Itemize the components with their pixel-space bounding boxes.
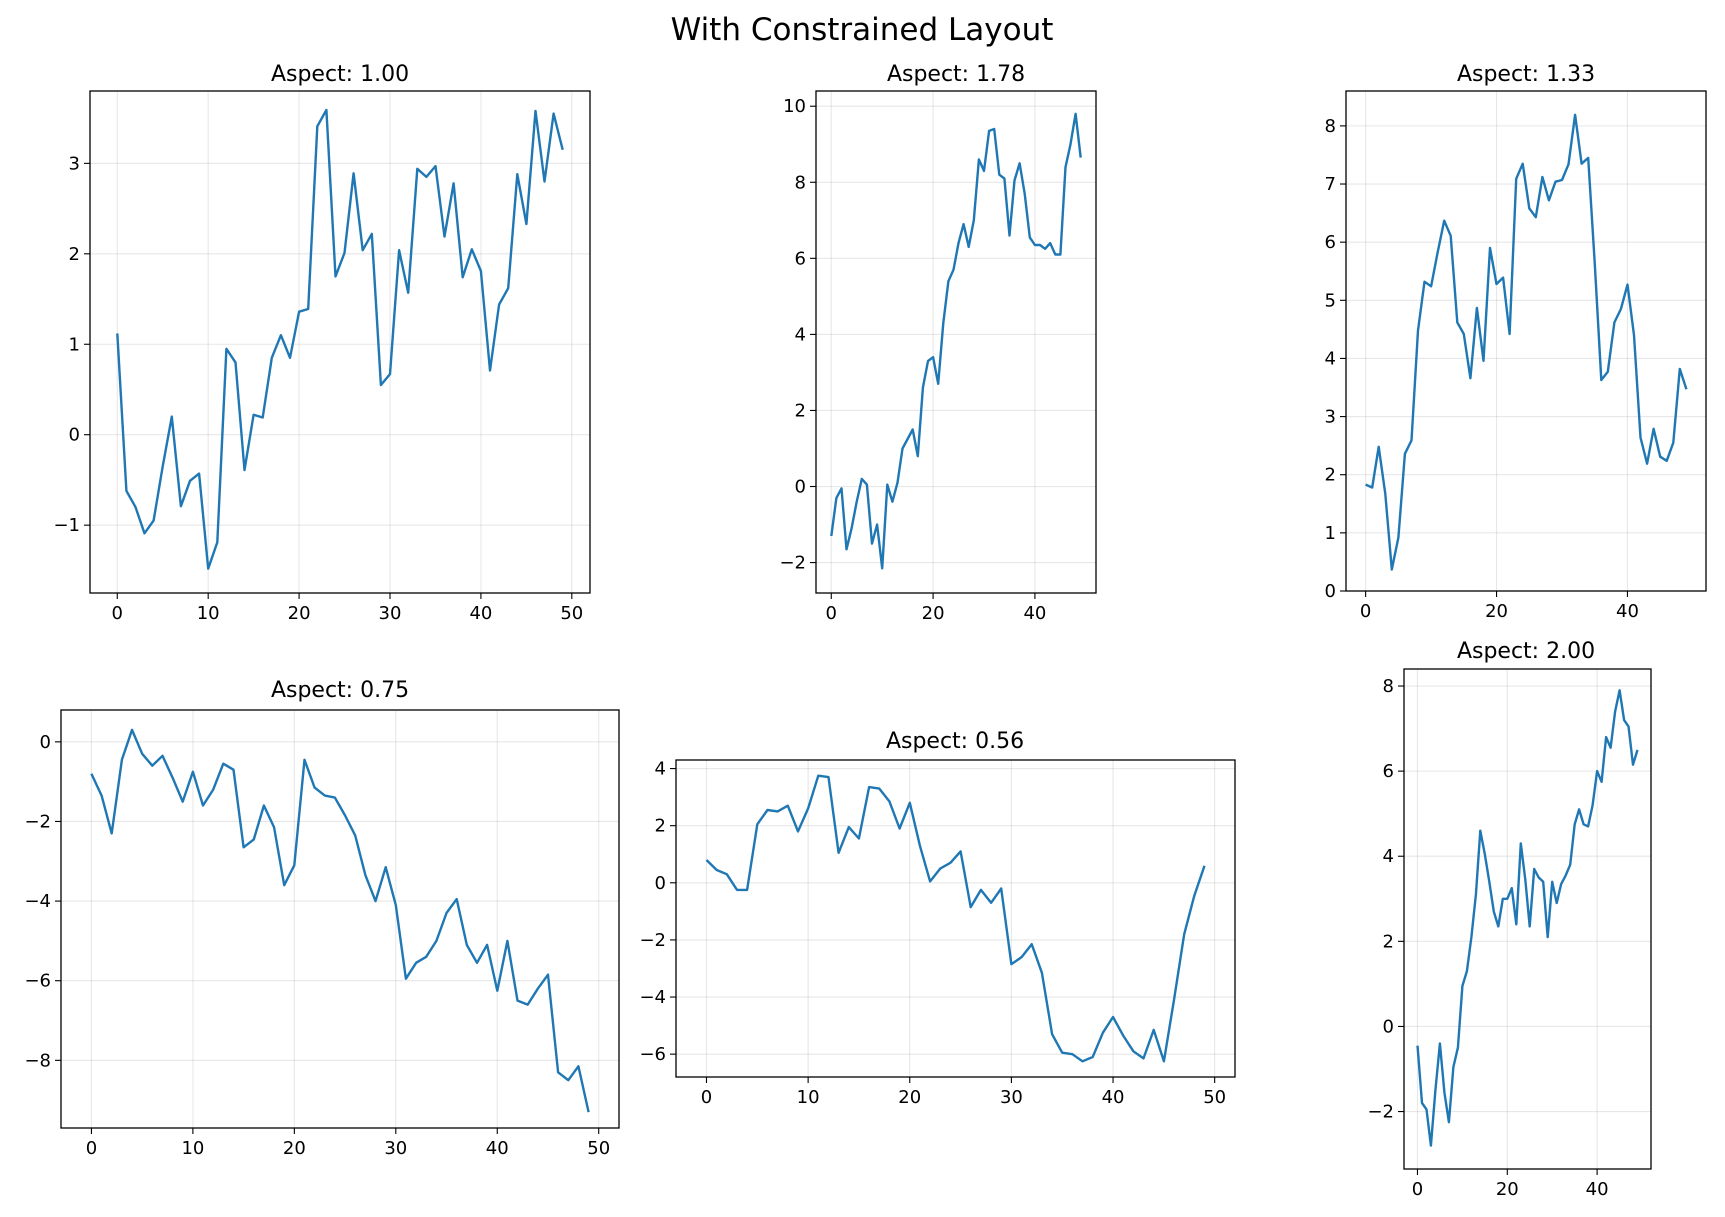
subplot-2-ytick-label-3: 4	[795, 324, 806, 345]
subplot-3-xtick-label-0: 0	[1360, 601, 1371, 622]
subplot-3-ytick-label-4: 4	[1325, 348, 1336, 369]
figure-title: With Constrained Layout	[671, 12, 1054, 48]
subplot-1-ytick-label-1: 0	[69, 425, 80, 446]
subplot-1-xtick-label-1: 10	[197, 603, 220, 624]
subplot-5-xtick-label-0: 0	[701, 1087, 712, 1108]
subplot-3-xtick-label-1: 20	[1485, 601, 1508, 622]
subplot-3-ytick-label-3: 3	[1325, 407, 1336, 428]
subplot-1-axes-frame	[89, 90, 591, 594]
subplot-5-ytick-label-3: 0	[655, 873, 666, 894]
subplot-1-ytick-label-4: 3	[69, 153, 80, 174]
subplot-6-title: Aspect: 2.00	[1457, 639, 1595, 664]
subplot-4-ytick-label-1: −6	[24, 971, 51, 992]
subplot-4-xtick-label-0: 0	[86, 1138, 97, 1159]
subplot-4-xtick-label-4: 40	[486, 1138, 509, 1159]
subplot-4-xtick-label-3: 30	[384, 1138, 407, 1159]
subplot-1-title: Aspect: 1.00	[271, 62, 409, 87]
subplot-5-ytick-label-4: 2	[655, 816, 666, 837]
subplot-1-xtick-label-4: 40	[469, 603, 492, 624]
subplot-1-ytick-label-3: 2	[69, 244, 80, 265]
subplot-2-xtick-label-0: 0	[826, 603, 837, 624]
subplot-5-xtick-label-3: 30	[1000, 1087, 1023, 1108]
subplot-6-ytick-label-4: 6	[1383, 761, 1394, 782]
subplot-2-ytick-label-6: 10	[783, 96, 806, 117]
subplot-5-series-line	[705, 774, 1206, 1063]
subplot-6: Aspect: 2.00 0 20 40 −2 0 2 4 6 8	[1367, 639, 1652, 1200]
subplot-4-axes-frame	[60, 709, 620, 1129]
subplot-4: Aspect: 0.75 0 10 20 30 40 50 −8 −6 −4 −2 0	[24, 678, 620, 1159]
subplot-4-ytick-label-4: 0	[40, 732, 51, 753]
subplot-2-axes-frame	[815, 90, 1097, 594]
subplot-6-ytick-label-1: 0	[1383, 1016, 1394, 1037]
subplot-5-ytick-label-2: −2	[639, 930, 666, 951]
subplot-4-xtick-label-2: 20	[283, 1138, 306, 1159]
subplot-2-xtick-label-1: 20	[922, 603, 945, 624]
subplot-4-series-line	[90, 728, 590, 1113]
subplot-1-xtick-label-2: 20	[288, 603, 311, 624]
subplot-3: Aspect: 1.33 0 20 40 0 1 2 3 4 5 6 7 8	[1325, 62, 1707, 622]
subplot-1: Aspect: 1.00 0 10 20 30 40 50 −1 0 1 2 3	[53, 62, 591, 624]
subplot-2-ytick-label-2: 2	[795, 400, 806, 421]
subplot-1-series-line	[116, 108, 564, 570]
subplot-3-ytick-label-7: 7	[1325, 174, 1336, 195]
subplot-4-ytick-label-0: −8	[24, 1050, 51, 1071]
subplot-6-series-line	[1416, 689, 1639, 1147]
subplot-6-ytick-label-0: −2	[1367, 1102, 1394, 1123]
subplot-5-ytick-label-5: 4	[655, 759, 666, 780]
subplot-4-xtick-label-5: 50	[587, 1138, 610, 1159]
subplot-4-title: Aspect: 0.75	[271, 678, 409, 703]
subplot-6-axes-frame	[1403, 668, 1652, 1170]
subplot-3-axes-frame	[1345, 90, 1707, 592]
subplot-3-ytick-label-1: 1	[1325, 523, 1336, 544]
subplot-5: Aspect: 0.56 0 10 20 30 40 50 −6 −4 −2 0 2 4	[639, 729, 1236, 1108]
subplot-2-ytick-label-1: 0	[795, 477, 806, 498]
subplot-2-xtick-label-2: 40	[1023, 603, 1046, 624]
subplot-3-title: Aspect: 1.33	[1457, 62, 1595, 87]
subplot-1-xtick-label-5: 50	[560, 603, 583, 624]
subplot-2-title: Aspect: 1.78	[887, 62, 1025, 87]
subplot-6-xtick-label-2: 40	[1586, 1179, 1609, 1200]
subplot-5-ytick-label-1: −4	[639, 987, 666, 1008]
subplot-3-ytick-label-0: 0	[1325, 581, 1336, 602]
subplot-5-xtick-label-1: 10	[797, 1087, 820, 1108]
subplot-1-ytick-label-2: 1	[69, 334, 80, 355]
subplot-1-xtick-label-3: 30	[379, 603, 402, 624]
subplot-5-xtick-label-4: 40	[1102, 1087, 1125, 1108]
subplot-6-xtick-label-0: 0	[1412, 1179, 1423, 1200]
subplot-4-ytick-label-2: −4	[24, 891, 51, 912]
subplot-4-xtick-label-1: 10	[181, 1138, 204, 1159]
subplot-2-ytick-label-4: 6	[795, 248, 806, 269]
subplot-3-series-line	[1365, 113, 1688, 571]
subplot-6-ytick-label-2: 2	[1383, 931, 1394, 952]
subplot-3-ytick-label-8: 8	[1325, 116, 1336, 137]
subplot-4-ytick-label-3: −2	[24, 811, 51, 832]
subplot-3-xtick-label-2: 40	[1616, 601, 1639, 622]
subplot-2: Aspect: 1.78 0 20 40 −2 0 2 4 6 8 10	[779, 62, 1097, 624]
subplot-2-ytick-label-5: 8	[795, 172, 806, 193]
subplot-3-ytick-label-6: 6	[1325, 232, 1336, 253]
subplot-6-ytick-label-3: 4	[1383, 846, 1394, 867]
subplot-1-ytick-label-0: −1	[53, 515, 80, 536]
subplot-2-series-line	[830, 112, 1082, 570]
subplot-1-xtick-label-0: 0	[112, 603, 123, 624]
subplot-5-xtick-label-5: 50	[1203, 1087, 1226, 1108]
subplot-2-ytick-label-0: −2	[779, 553, 806, 574]
subplot-5-xtick-label-2: 20	[898, 1087, 921, 1108]
subplot-3-ytick-label-5: 5	[1325, 290, 1336, 311]
subplot-5-title: Aspect: 0.56	[886, 729, 1024, 754]
subplot-3-ytick-label-2: 2	[1325, 465, 1336, 486]
subplot-5-ytick-label-0: −6	[639, 1044, 666, 1065]
subplot-6-ytick-label-5: 8	[1383, 676, 1394, 697]
subplot-5-axes-frame	[675, 759, 1236, 1078]
subplot-6-xtick-label-1: 20	[1496, 1179, 1519, 1200]
